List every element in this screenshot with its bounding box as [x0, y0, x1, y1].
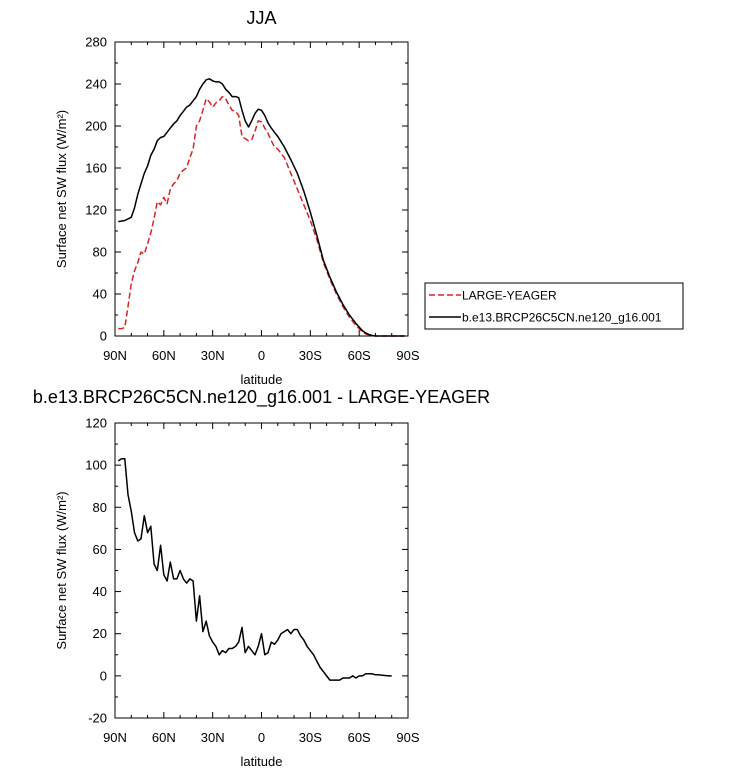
y-tick-label: 0	[100, 329, 107, 344]
x-tick-label: 30S	[299, 348, 322, 363]
legend-box	[424, 282, 684, 330]
y-tick-label: 120	[85, 416, 107, 431]
plot-frame	[114, 422, 409, 719]
y-tick-label: 40	[93, 287, 107, 302]
y-tick-label: 200	[85, 119, 107, 134]
y-tick-label: 0	[100, 668, 107, 683]
y-tick-label: 280	[85, 35, 107, 50]
x-tick-label: 90S	[396, 348, 419, 363]
legend: LARGE-YEAGER b.e13.BRCP26C5CN.ne120_g16.0…	[424, 282, 684, 330]
plot-frame	[114, 41, 409, 337]
x-tick-label: 0	[258, 348, 265, 363]
y-tick-label: -20	[88, 711, 107, 726]
chart-title: JJA	[246, 8, 276, 28]
x-tick-label: 90S	[396, 730, 419, 745]
y-tick-label: 80	[93, 245, 107, 260]
x-tick-label: 60N	[152, 730, 176, 745]
series-line-1	[118, 78, 405, 337]
x-axis-label: latitude	[241, 754, 283, 769]
x-tick-label: 60S	[348, 730, 371, 745]
y-axis-label: Surface net SW flux (W/m²)	[54, 110, 69, 268]
y-tick-label: 160	[85, 161, 107, 176]
bottom-panel: b.e13.BRCP26C5CN.ne120_g16.001 - LARGE-Y…	[33, 387, 490, 769]
x-tick-label: 90N	[103, 730, 127, 745]
y-tick-label: 60	[93, 542, 107, 557]
y-tick-label: 100	[85, 458, 107, 473]
y-tick-label: 240	[85, 77, 107, 92]
y-tick-label: 80	[93, 500, 107, 515]
x-tick-label: 90N	[103, 348, 127, 363]
x-tick-label: 60N	[152, 348, 176, 363]
y-tick-label: 40	[93, 584, 107, 599]
x-tick-label: 0	[258, 730, 265, 745]
x-tick-label: 30S	[299, 730, 322, 745]
x-tick-label: 30N	[201, 730, 225, 745]
series-line-0	[118, 95, 405, 337]
legend-label-1: b.e13.BRCP26C5CN.ne120_g16.001	[462, 311, 662, 325]
y-axis-label: Surface net SW flux (W/m²)	[54, 491, 69, 649]
x-axis-label: latitude	[241, 372, 283, 387]
y-tick-label: 20	[93, 626, 107, 641]
series-line-0	[117, 458, 392, 681]
x-tick-label: 30N	[201, 348, 225, 363]
y-tick-label: 120	[85, 203, 107, 218]
top-panel: JJA 90N 60N 30N 0 30S 60S 90S 0 40 80 120 160 200 240 2…	[54, 8, 684, 387]
legend-label-0: LARGE-YEAGER	[462, 289, 557, 303]
x-tick-label: 60S	[348, 348, 371, 363]
chart-title: b.e13.BRCP26C5CN.ne120_g16.001 - LARGE-Y…	[33, 387, 490, 408]
